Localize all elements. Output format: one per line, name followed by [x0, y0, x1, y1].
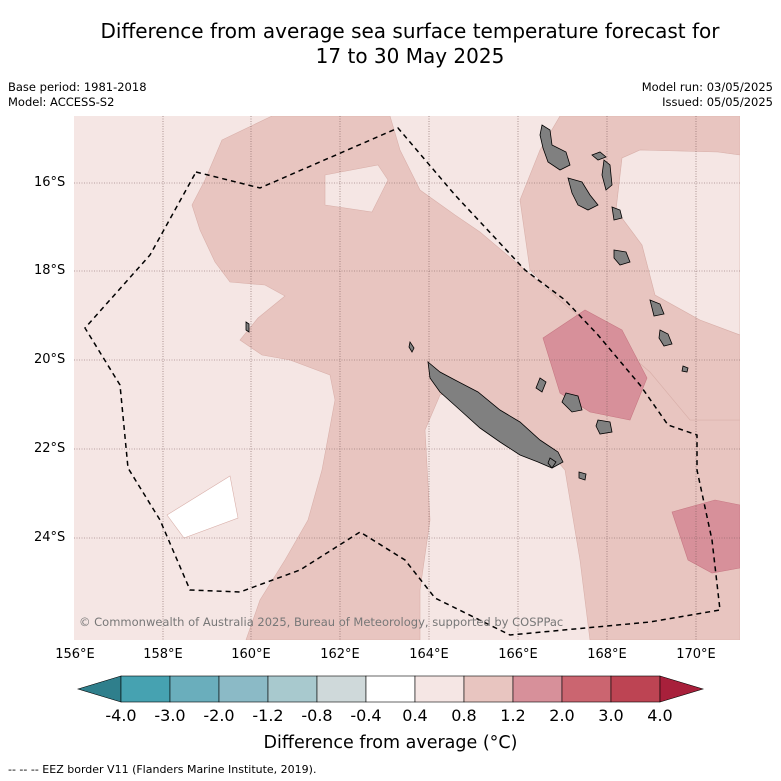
- x-tick-162e: 162°E: [320, 647, 360, 662]
- colorbar-extend-high: [659, 675, 705, 703]
- colorbar-label: -1.2: [252, 706, 284, 725]
- copyright-text: © Commonwealth of Australia 2025, Bureau…: [79, 615, 563, 629]
- colorbar-cell: [120, 675, 171, 703]
- colorbar-title: Difference from average (°C): [263, 733, 518, 753]
- colorbar-label: 2.0: [549, 706, 575, 725]
- colorbar-cells: [120, 675, 661, 703]
- anomaly-region-light-east: [615, 149, 740, 336]
- colorbar-cell: [169, 675, 220, 703]
- colorbar-label: -4.0: [105, 706, 137, 725]
- land-small-3: [681, 365, 689, 373]
- anomaly-region-mid: [191, 116, 740, 640]
- colorbar: [76, 675, 705, 703]
- land-pentecost: [601, 159, 613, 191]
- colorbar-cell: [610, 675, 661, 703]
- colorbar-label: 4.0: [647, 706, 673, 725]
- colorbar-cell: [463, 675, 514, 703]
- land-tanna: [649, 299, 665, 317]
- colorbar-extend-low: [76, 675, 122, 703]
- colorbar-label: -0.4: [350, 706, 382, 725]
- base-period: Base period: 1981-2018: [8, 80, 147, 94]
- land-small-4: [245, 321, 250, 333]
- title-line-1: Difference from average sea surface temp…: [100, 19, 720, 43]
- anomaly-region-warm-2: [671, 499, 740, 574]
- meta-right: Model run: 03/05/2025 Issued: 05/05/2025: [642, 80, 773, 110]
- y-tick-24s: 24°S: [34, 530, 66, 545]
- x-tick-158e: 158°E: [143, 647, 183, 662]
- anomaly-region-light-patch: [324, 164, 389, 213]
- land-ouvea: [535, 377, 547, 393]
- land-mare: [595, 419, 613, 435]
- map-title: Difference from average sea surface temp…: [60, 19, 760, 69]
- land-lifou: [561, 392, 583, 413]
- model-run: Model run: 03/05/2025: [641, 80, 773, 94]
- land-small-1: [408, 340, 415, 353]
- x-tick-168e: 168°E: [587, 647, 627, 662]
- title-line-2: 17 to 30 May 2025: [315, 44, 505, 68]
- land-espiritu-santo: [539, 124, 571, 171]
- x-tick-164e: 164°E: [409, 647, 449, 662]
- land-malekula: [567, 177, 599, 211]
- anomaly-region-neutral: [166, 475, 239, 539]
- y-tick-20s: 20°S: [34, 352, 66, 367]
- x-tick-156e: 156°E: [55, 647, 95, 662]
- issued-date: Issued: 05/05/2025: [662, 95, 773, 109]
- colorbar-cell: [561, 675, 612, 703]
- colorbar-label: 1.2: [500, 706, 526, 725]
- y-tick-22s: 22°S: [34, 441, 66, 456]
- colorbar-label: -0.8: [301, 706, 333, 725]
- colorbar-label: -2.0: [203, 706, 235, 725]
- land-masses: [245, 124, 689, 481]
- land-isle-of-pines: [547, 457, 557, 469]
- land-small-2: [578, 471, 587, 481]
- colorbar-label: 0.8: [451, 706, 477, 725]
- land-aneityum: [658, 329, 673, 347]
- colorbar-cell: [316, 675, 367, 703]
- y-tick-16s: 16°S: [34, 175, 66, 190]
- meta-left: Base period: 1981-2018 Model: ACCESS-S2: [8, 80, 147, 110]
- x-tick-166e: 166°E: [498, 647, 538, 662]
- x-tick-160e: 160°E: [231, 647, 271, 662]
- eez-footnote: -- -- -- EEZ border V11 (Flanders Marine…: [8, 763, 317, 776]
- colorbar-cell: [414, 675, 465, 703]
- model-name: Model: ACCESS-S2: [8, 95, 115, 109]
- land-new-caledonia: [427, 361, 564, 469]
- colorbar-cell: [218, 675, 269, 703]
- colorbar-label: 0.4: [402, 706, 428, 725]
- land-efate: [611, 206, 623, 221]
- y-tick-18s: 18°S: [34, 263, 66, 278]
- eez-border: [84, 127, 721, 636]
- land-erromango: [613, 249, 631, 266]
- x-tick-170e: 170°E: [676, 647, 716, 662]
- colorbar-cell: [512, 675, 563, 703]
- colorbar-label: -3.0: [154, 706, 186, 725]
- colorbar-cell: [365, 675, 416, 703]
- land-ambae: [591, 151, 607, 161]
- colorbar-label: 3.0: [598, 706, 624, 725]
- colorbar-cell: [267, 675, 318, 703]
- gridlines: [74, 116, 740, 640]
